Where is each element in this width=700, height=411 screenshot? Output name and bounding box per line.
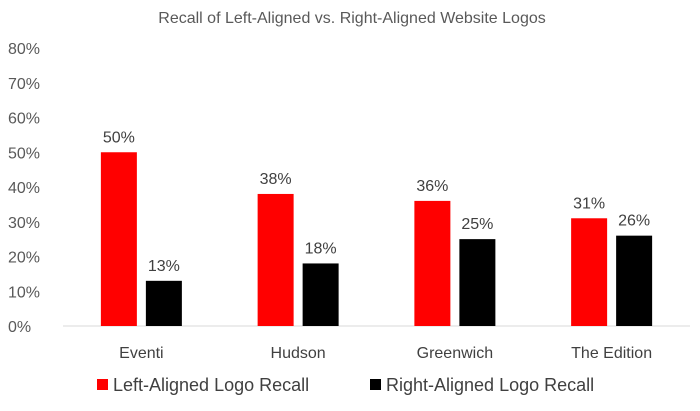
data-label: 50% — [103, 129, 135, 146]
y-tick-label: 20% — [8, 250, 40, 267]
y-tick-label: 50% — [8, 145, 40, 162]
bar-right-aligned — [459, 239, 496, 326]
data-label: 13% — [148, 258, 180, 275]
bar-left-aligned — [100, 152, 137, 326]
legend: Left-Aligned Logo Recall Right-Aligned Lo… — [97, 375, 594, 395]
x-category-label: Eventi — [119, 345, 163, 362]
y-tick-label: 70% — [8, 76, 40, 93]
data-label: 25% — [461, 216, 493, 233]
y-tick-label: 60% — [8, 111, 40, 128]
y-tick-label: 40% — [8, 180, 40, 197]
bar-right-aligned — [302, 263, 339, 326]
x-category-label: Greenwich — [417, 345, 493, 362]
bar-right-aligned — [616, 235, 653, 326]
bar-left-aligned — [257, 193, 294, 326]
data-label: 31% — [573, 195, 605, 212]
data-label: 38% — [260, 171, 292, 188]
bar-series-group — [100, 152, 653, 326]
y-axis-tick-labels: 0% 10% 20% 30% 40% 50% 60% 70% 80% — [8, 41, 40, 336]
legend-swatch — [97, 379, 108, 390]
y-tick-label: 0% — [8, 319, 31, 336]
chart-title: Recall of Left-Aligned vs. Right-Aligned… — [158, 10, 545, 27]
legend-label: Left-Aligned Logo Recall — [113, 375, 309, 395]
legend-label: Right-Aligned Logo Recall — [386, 375, 594, 395]
data-label: 26% — [618, 213, 650, 230]
bar-left-aligned — [414, 200, 451, 326]
category-labels-group: Eventi Hudson Greenwich The Edition — [119, 345, 652, 362]
bar-right-aligned — [145, 280, 182, 326]
data-label: 18% — [305, 240, 337, 257]
legend-swatch — [370, 379, 381, 390]
bar-left-aligned — [571, 218, 608, 326]
y-tick-label: 30% — [8, 215, 40, 232]
y-tick-label: 10% — [8, 284, 40, 301]
y-tick-label: 80% — [8, 41, 40, 58]
data-label: 36% — [416, 178, 448, 195]
data-labels-group: 50% 13% 38% 18% 36% 25% 31% 26% — [103, 129, 650, 275]
x-category-label: The Edition — [571, 345, 652, 362]
x-category-label: Hudson — [271, 345, 326, 362]
